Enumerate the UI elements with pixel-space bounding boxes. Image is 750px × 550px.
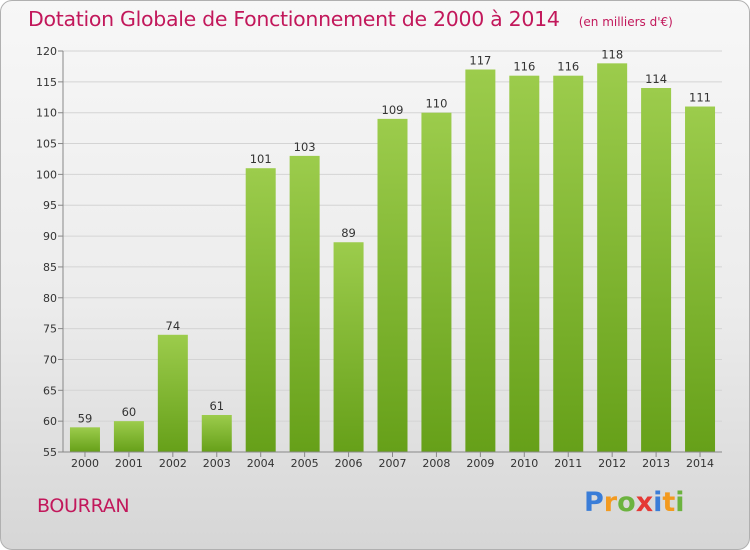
logo-letter: o <box>617 487 636 518</box>
chart-title: Dotation Globale de Fonctionnement de 20… <box>28 7 560 31</box>
bar <box>465 69 496 452</box>
chart-unit: (en milliers d'€) <box>578 15 673 29</box>
bar <box>69 427 100 452</box>
y-tick-label: 95 <box>43 199 57 212</box>
data-label: 89 <box>341 226 356 240</box>
town-name: BOURRAN <box>37 495 130 517</box>
x-tick-label: 2001 <box>115 457 143 470</box>
y-tick-label: 60 <box>43 415 57 428</box>
data-label: 109 <box>382 103 404 117</box>
bars <box>69 63 716 453</box>
x-tick-label: 2007 <box>379 457 407 470</box>
bar <box>333 242 364 452</box>
proxiti-logo: Proxiti <box>584 487 685 518</box>
y-tick-label: 65 <box>43 384 57 397</box>
data-label: 101 <box>250 152 272 166</box>
data-label: 116 <box>557 60 579 74</box>
data-label: 116 <box>513 60 535 74</box>
data-label: 60 <box>122 405 137 419</box>
logo-letter: t <box>662 487 676 518</box>
bar <box>245 168 276 452</box>
bar <box>421 112 452 452</box>
y-tick-label: 70 <box>43 353 57 366</box>
x-tick-label: 2004 <box>247 457 275 470</box>
bar <box>597 63 628 452</box>
y-tick-label: 105 <box>36 138 57 151</box>
bar <box>509 75 540 452</box>
y-tick-label: 110 <box>36 107 57 120</box>
bar <box>553 75 584 452</box>
data-label: 118 <box>601 47 623 61</box>
bar <box>641 88 672 452</box>
x-tick-label: 2014 <box>686 457 714 470</box>
x-tick-label: 2010 <box>510 457 538 470</box>
x-tick-label: 2009 <box>466 457 494 470</box>
data-label: 74 <box>166 319 181 333</box>
y-tick-label: 80 <box>43 292 57 305</box>
x-tick-label: 2006 <box>335 457 363 470</box>
y-tick-label: 115 <box>36 76 57 89</box>
x-tick-label: 2000 <box>71 457 99 470</box>
data-label: 114 <box>645 72 667 86</box>
logo-letter: r <box>603 487 618 518</box>
y-tick-label: 75 <box>43 323 57 336</box>
x-tick-label: 2011 <box>554 457 582 470</box>
logo-letter: i <box>675 487 685 518</box>
x-tick-label: 2012 <box>598 457 626 470</box>
title-row: Dotation Globale de Fonctionnement de 20… <box>28 7 673 31</box>
y-tick-label: 90 <box>43 230 57 243</box>
data-label: 110 <box>425 97 447 111</box>
y-tick-label: 85 <box>43 261 57 274</box>
bar <box>201 414 232 452</box>
bar <box>685 106 716 453</box>
data-label: 117 <box>469 54 491 68</box>
logo-letter: P <box>584 487 604 518</box>
data-label: 103 <box>294 140 316 154</box>
labels: 55 60 65 70 75 80 85 90 95 100 105 110 115 120 2000 59 2… <box>36 45 714 470</box>
y-tick-label: 120 <box>36 45 57 58</box>
y-tick-label: 55 <box>43 446 57 459</box>
bar <box>377 118 408 452</box>
axes <box>58 50 722 457</box>
y-tick-label: 100 <box>36 168 57 181</box>
bar <box>113 421 144 452</box>
data-label: 61 <box>209 399 224 413</box>
x-tick-label: 2003 <box>203 457 231 470</box>
logo-letter: i <box>653 487 663 518</box>
logo-letter: x <box>635 487 654 518</box>
x-tick-label: 2013 <box>642 457 670 470</box>
data-label: 59 <box>78 411 93 425</box>
bar <box>157 334 188 452</box>
x-tick-label: 2005 <box>291 457 319 470</box>
x-tick-label: 2002 <box>159 457 187 470</box>
x-tick-label: 2008 <box>422 457 450 470</box>
data-label: 111 <box>689 91 711 105</box>
bar <box>289 155 320 452</box>
